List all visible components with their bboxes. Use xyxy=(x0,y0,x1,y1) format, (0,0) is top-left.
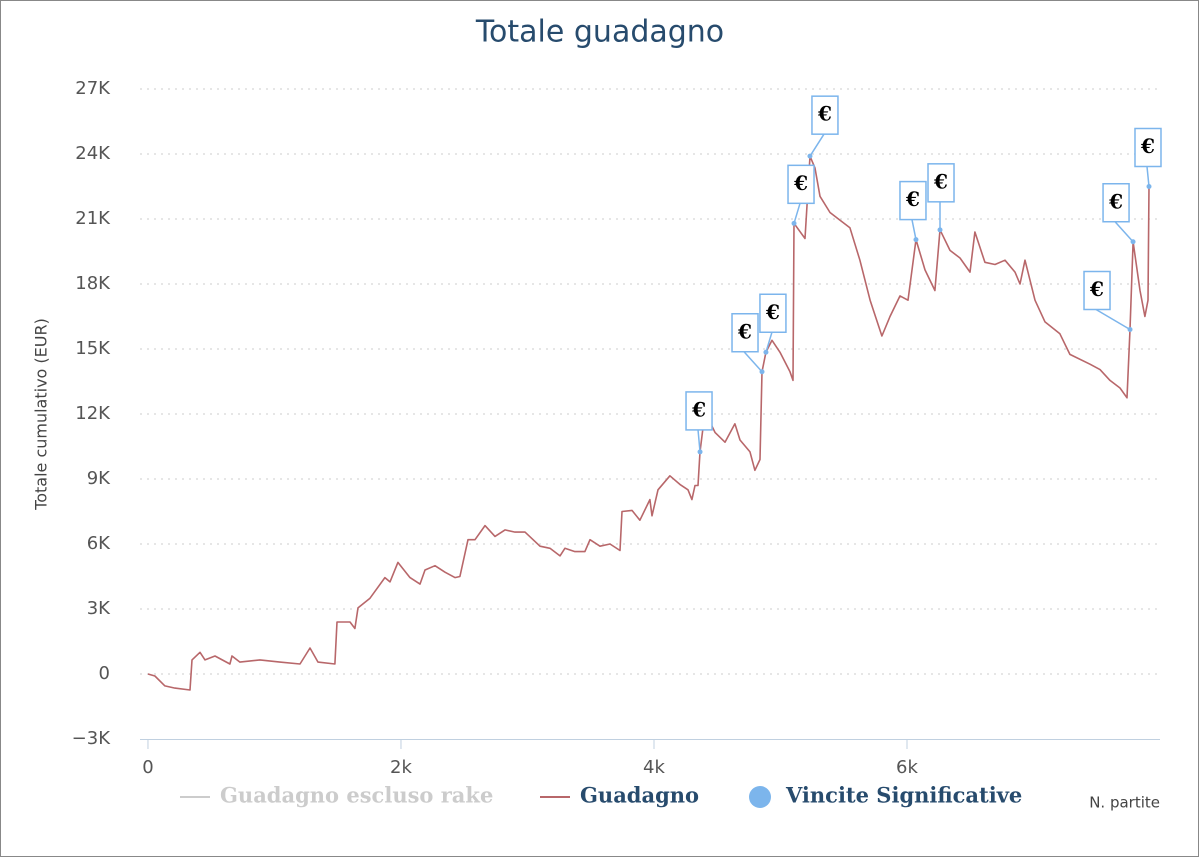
flag-point xyxy=(791,220,797,226)
x-tick-label: 2k xyxy=(390,757,412,778)
flag-stem xyxy=(765,332,773,353)
x-tick-label: 4k xyxy=(643,757,665,778)
flag-stem xyxy=(1095,308,1131,331)
legend-label[interactable]: Guadagno escluso rake xyxy=(220,783,493,808)
flag-box xyxy=(899,180,927,221)
flag-label: € xyxy=(817,102,832,126)
flag-box xyxy=(685,391,713,431)
flag-stem xyxy=(743,351,763,373)
y-tick-label: 27K xyxy=(75,78,111,99)
flag-point xyxy=(697,449,703,455)
flag-point xyxy=(1130,239,1136,245)
y-axis-title: Totale cumulativo (EUR) xyxy=(32,318,51,511)
flag-label: € xyxy=(691,397,706,421)
x-tick-label: 0 xyxy=(142,757,153,778)
legend-label[interactable]: Guadagno xyxy=(580,783,699,808)
legend-symbol xyxy=(749,786,771,808)
y-tick-label: 15K xyxy=(75,338,111,359)
flag-stem xyxy=(1114,221,1134,243)
flag-label: € xyxy=(905,187,920,211)
flag-point xyxy=(1127,327,1133,332)
flag-label: € xyxy=(737,319,752,343)
flag-box xyxy=(731,313,759,353)
y-tick-label: 6K xyxy=(87,533,111,554)
x-tick-label: 6k xyxy=(896,757,918,778)
data-line xyxy=(147,155,1150,691)
flag-box xyxy=(787,164,815,205)
y-tick-label: 12K xyxy=(75,403,111,424)
flag-stem xyxy=(809,133,825,157)
flag-point xyxy=(937,227,943,233)
flag-point xyxy=(759,369,765,375)
y-tick-label: 24K xyxy=(75,143,111,164)
flag-box xyxy=(811,95,839,135)
flag-point xyxy=(913,237,919,243)
y-tick-label: 0 xyxy=(99,663,110,684)
flag-label: € xyxy=(765,300,780,324)
flag-point xyxy=(763,349,769,355)
flag-box xyxy=(927,163,955,203)
flag-label: € xyxy=(933,169,948,193)
flag-label: € xyxy=(1140,134,1155,158)
flag-stem xyxy=(793,203,801,224)
y-tick-label: 3K xyxy=(87,598,111,619)
flag-box xyxy=(1102,183,1130,223)
legend-label[interactable]: Vincite Significative xyxy=(785,783,1022,808)
flag-label: € xyxy=(793,171,808,195)
flag-label: € xyxy=(1089,277,1104,301)
flag-point xyxy=(807,153,813,159)
chart-title: Totale guadagno xyxy=(475,15,724,50)
y-tick-label: −3K xyxy=(72,728,112,749)
flag-box xyxy=(759,293,787,333)
flag-box xyxy=(1083,270,1111,311)
y-tick-label: 18K xyxy=(75,273,111,294)
x-axis-title: N. partite xyxy=(1089,794,1160,812)
flag-point xyxy=(1146,184,1152,189)
flag-stem xyxy=(697,429,701,452)
flag-label: € xyxy=(1108,189,1123,213)
flag-stem xyxy=(1146,166,1150,187)
y-tick-label: 21K xyxy=(75,208,111,229)
flag-stem xyxy=(911,219,917,240)
flag-box xyxy=(1134,127,1162,168)
y-tick-label: 9K xyxy=(87,468,111,489)
